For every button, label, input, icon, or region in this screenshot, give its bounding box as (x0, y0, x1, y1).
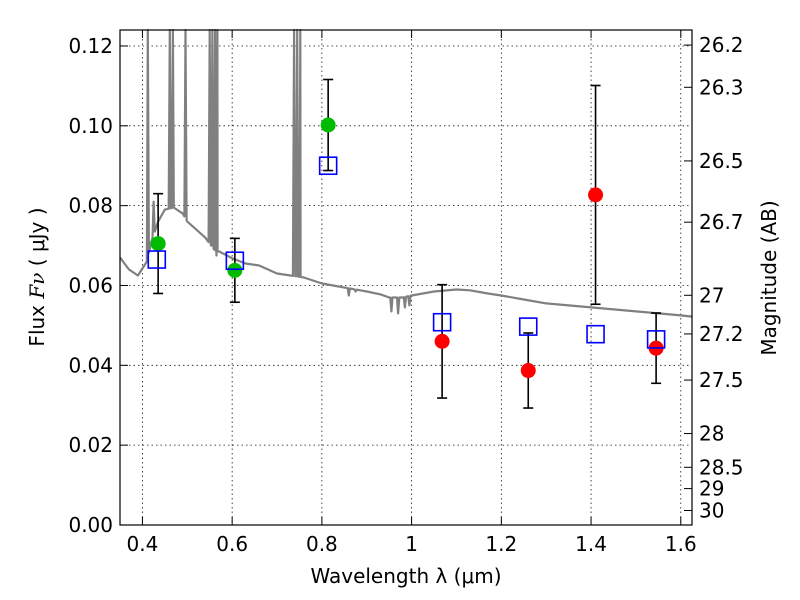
red-data-point (434, 333, 450, 349)
magnitude-tick-label: 28 (699, 422, 724, 446)
blue-model-square (646, 330, 666, 349)
y-tick-label: 0.12 (68, 34, 113, 58)
x-tick-label: 1 (405, 532, 418, 556)
error-bars (153, 78, 662, 409)
magnitude-tick-label: 27.2 (699, 322, 744, 346)
model-spectrum (119, 28, 693, 318)
axis-ticks (120, 30, 692, 526)
y-axis-label-symbol: Fν (25, 273, 49, 300)
y-tick-label: 0.06 (68, 273, 113, 297)
blue-model-square (518, 317, 538, 336)
data-markers (147, 117, 666, 379)
blue-model-square (147, 250, 167, 269)
magnitude-tick-label: 27.5 (699, 368, 744, 392)
red-data-point (520, 363, 536, 379)
x-tick-label: 1.2 (485, 532, 517, 556)
y-axis-label-text: Flux (25, 299, 49, 347)
y-axis-label-unit: ( μJy ) (25, 207, 49, 272)
green-data-point (150, 236, 166, 252)
model-spectrum-line (119, 28, 693, 318)
green-data-point (320, 117, 336, 133)
y-tick-label: 0.02 (68, 433, 113, 457)
plot-frame (119, 29, 693, 526)
y-tick-label: 0.08 (68, 194, 113, 218)
magnitude-tick-label: 27 (699, 283, 724, 307)
magnitude-tick-label: 26.2 (699, 33, 744, 57)
x-tick-label: 1.6 (665, 532, 697, 556)
x-tick-label: 0.8 (306, 532, 338, 556)
blue-model-square (225, 251, 245, 271)
y-tick-label: 0.04 (68, 353, 113, 377)
blue-model-square (432, 312, 452, 332)
blue-model-square (586, 324, 605, 344)
x-tick-labels: 0.4 0.6 0.8 1 1.2 1.4 1.6 (127, 532, 697, 556)
x-tick-label: 0.4 (127, 532, 159, 556)
right-axis-label: Magnitude (AB) (757, 200, 781, 355)
green-data-point (227, 262, 243, 278)
magnitude-tick-label: 30 (699, 499, 724, 523)
x-tick-label: 1.4 (575, 532, 607, 556)
magnitude-tick-label: 26.3 (699, 75, 744, 99)
red-data-point (588, 187, 604, 203)
x-axis-label: Wavelength λ (μm) (310, 564, 501, 588)
y-tick-label: 0.00 (68, 513, 113, 537)
blue-model-square (318, 156, 338, 176)
y-tick-labels: 0.00 0.02 0.04 0.06 0.08 0.10 0.12 (68, 34, 113, 537)
magnitude-tick-label: 28.5 (699, 455, 744, 479)
magnitude-tick-label: 29 (699, 477, 724, 501)
magnitude-tick-label: 26.5 (699, 149, 744, 173)
y-axis-label: Flux Fν ( μJy ) (25, 207, 49, 346)
x-tick-label: 0.6 (216, 532, 248, 556)
magnitude-tick-label: 26.7 (699, 210, 744, 234)
grid-lines (120, 30, 692, 526)
y-tick-label: 0.10 (68, 114, 113, 138)
